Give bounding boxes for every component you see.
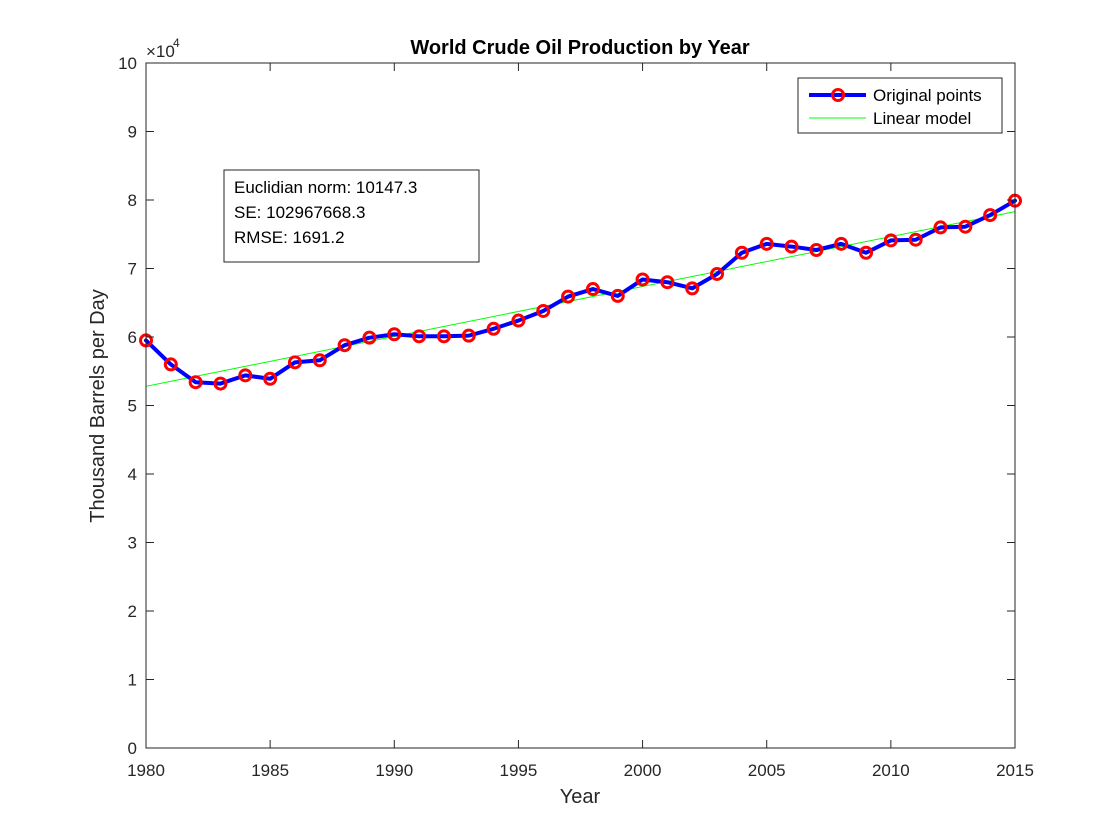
stats-rmse: RMSE: 1691.2 [234,228,345,247]
plot-area [146,63,1015,748]
original-points-layer [139,193,1022,391]
data-point-2007 [809,243,824,258]
y-tick-label: 4 [128,465,137,484]
data-point-1992 [436,329,451,344]
legend-linear-label: Linear model [873,109,971,128]
data-point-2009 [859,245,874,260]
data-point-1999 [610,288,625,303]
data-point-1986 [287,355,302,370]
data-point-2012 [933,220,948,235]
stats-box [223,169,480,263]
x-tick-label: 1980 [127,761,165,780]
data-point-2004 [734,245,749,260]
y-exponent-power: 4 [173,36,180,50]
data-point-2014 [983,208,998,223]
stats-euclidian-norm: Euclidian norm: 10147.3 [234,178,417,197]
tick-layer: 1980 1985 1990 1995 2000 2005 2010 2015 0 1 2 3 4 5 6 7… [118,54,1034,780]
data-point-1997 [561,289,576,304]
x-tick-label: 1985 [251,761,289,780]
data-point-2006 [784,239,799,254]
data-point-1989 [362,330,377,345]
data-point-1994 [486,321,501,336]
data-point-2011 [908,232,923,247]
x-tick-label: 1990 [375,761,413,780]
legend-original-label: Original points [873,86,982,105]
y-tick-label: 0 [128,739,137,758]
data-point-1983 [213,376,228,391]
data-point-2010 [883,233,898,248]
x-tick-label: 2010 [872,761,910,780]
chart-title: World Crude Oil Production by Year [410,37,750,59]
y-tick-label: 10 [118,54,137,73]
x-axis-label: Year [560,786,601,808]
y-exponent-base: ×10 [146,42,175,61]
stats-annotation: Euclidian norm: 10147.3 SE: 102967668.3 … [223,169,480,263]
data-point-1985 [263,371,278,386]
y-tick-label: 7 [128,260,137,279]
data-point-1995 [511,313,526,328]
data-point-1990 [387,327,402,342]
data-point-2013 [958,219,973,234]
x-tick-label: 2000 [624,761,662,780]
y-tick-label: 5 [128,397,137,416]
data-point-1982 [188,375,203,390]
legend: Original points Linear model [797,77,1003,134]
x-tick-label: 2005 [748,761,786,780]
data-point-1987 [312,353,327,368]
data-point-1981 [163,357,178,372]
data-point-2001 [660,275,675,290]
legend-box [797,77,1003,134]
data-point-2002 [685,281,700,296]
y-axis-label: Thousand Barrels per Day [87,289,109,522]
data-point-2000 [635,272,650,287]
stats-se: SE: 102967668.3 [234,203,365,222]
x-tick-label: 1995 [500,761,538,780]
x-tick-label: 2015 [996,761,1034,780]
data-point-1996 [536,303,551,318]
y-tick-label: 2 [128,602,137,621]
y-tick-label: 8 [128,191,137,210]
data-point-1988 [337,338,352,353]
data-point-2003 [710,266,725,281]
y-tick-label: 3 [128,534,137,553]
legend-original-marker [831,88,845,102]
y-tick-label: 1 [128,671,137,690]
y-tick-label: 6 [128,328,137,347]
data-point-2008 [834,236,849,251]
data-point-1993 [461,328,476,343]
data-point-2005 [759,236,774,251]
data-point-1991 [412,329,427,344]
data-point-1998 [585,282,600,297]
data-point-1984 [238,368,253,383]
y-tick-label: 9 [128,123,137,142]
